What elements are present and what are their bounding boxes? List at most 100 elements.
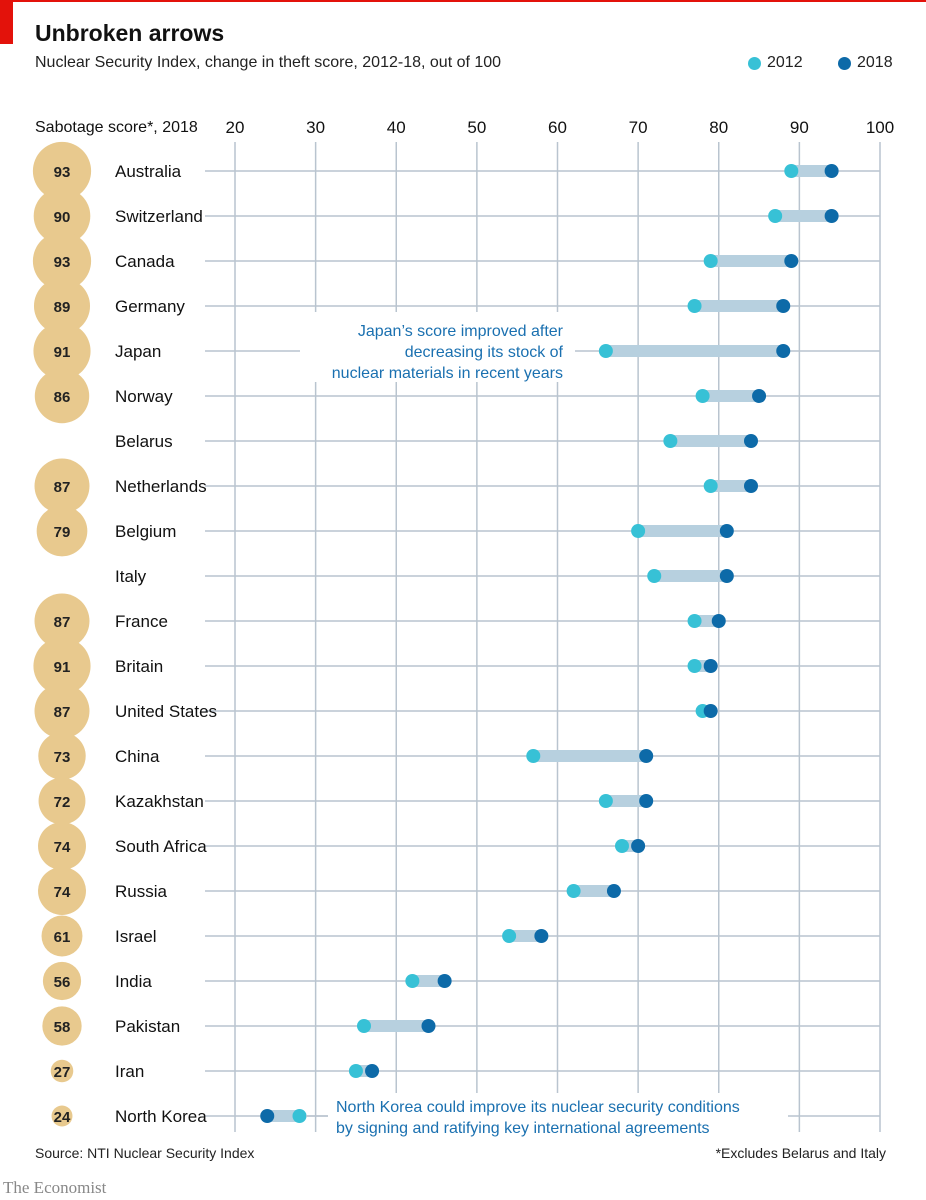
point-2012: [687, 614, 702, 628]
point-2012: [598, 344, 613, 358]
country-label: Iran: [115, 1062, 144, 1081]
sabotage-bubble: [34, 368, 90, 424]
point-2012: [663, 434, 678, 448]
source-note: Source: NTI Nuclear Security Index: [35, 1145, 255, 1161]
country-label: South Africa: [115, 837, 207, 856]
sabotage-value: 91: [54, 659, 71, 676]
point-2018: [744, 479, 758, 493]
point-2012: [357, 1019, 371, 1033]
sabotage-bubble: [33, 277, 91, 335]
point-2018: [260, 1109, 275, 1123]
point-2012: [687, 299, 702, 313]
country-label: Britain: [115, 657, 163, 676]
sabotage-value: 93: [54, 254, 71, 271]
annotation-north-korea-line: North Korea could improve its nuclear se…: [336, 1099, 740, 1116]
sabotage-bubble: [51, 1105, 73, 1127]
point-2018: [824, 209, 839, 223]
legend-2012-label: 2012: [767, 54, 803, 71]
sabotage-bubble: [41, 915, 83, 957]
country-label: Belarus: [115, 432, 173, 451]
chart-title: Unbroken arrows: [35, 20, 225, 46]
point-2018: [744, 434, 758, 448]
x-tick-label: 80: [709, 118, 728, 137]
sabotage-value: 74: [54, 884, 71, 901]
sabotage-value: 73: [54, 749, 71, 766]
point-2012: [768, 209, 783, 223]
sabotage-bubble: [33, 637, 91, 695]
point-2018: [752, 389, 767, 403]
point-2012: [526, 749, 541, 763]
sabotage-bubble: [50, 1059, 74, 1083]
sabotage-value: 79: [54, 524, 71, 541]
country-label: Canada: [115, 252, 175, 271]
point-2012: [631, 524, 646, 538]
country-label: France: [115, 612, 168, 631]
point-2018: [639, 749, 654, 763]
sabotage-value: 72: [54, 794, 71, 811]
point-2012: [647, 569, 662, 583]
point-2012: [566, 884, 581, 898]
country-label: Russia: [115, 882, 168, 901]
sabotage-value: 56: [54, 974, 71, 991]
sabotage-bubble: [34, 683, 90, 739]
point-2018: [711, 614, 726, 628]
sabotage-value: 86: [54, 389, 71, 406]
point-2018: [421, 1019, 436, 1033]
country-label: Italy: [115, 567, 147, 586]
point-2018: [534, 929, 549, 943]
top-rule: [0, 0, 926, 2]
point-2018: [365, 1064, 380, 1078]
country-label: North Korea: [115, 1107, 207, 1126]
sabotage-value: 58: [54, 1019, 71, 1036]
sabotage-value: 90: [54, 209, 71, 226]
point-2018: [824, 164, 839, 178]
sabotage-bubble: [38, 822, 86, 870]
x-tick-label: 60: [548, 118, 567, 137]
x-tick-label: 100: [866, 118, 894, 137]
point-2018: [776, 299, 791, 313]
point-2012: [348, 1064, 363, 1078]
point-2018: [784, 254, 799, 268]
point-2012: [687, 659, 702, 673]
sabotage-bubble: [42, 961, 82, 1001]
country-label: Kazakhstan: [115, 792, 204, 811]
country-label: Norway: [115, 387, 173, 406]
sabotage-value: 87: [54, 704, 71, 721]
sabotage-bubble: [36, 505, 88, 557]
country-label: Japan: [115, 342, 161, 361]
x-tick-label: 40: [387, 118, 406, 137]
sabotage-bubble: [34, 458, 90, 514]
sabotage-value: 74: [54, 839, 71, 856]
brand-tag: [0, 0, 13, 44]
x-tick-label: 20: [226, 118, 245, 137]
country-label: China: [115, 747, 160, 766]
x-tick-label: 50: [467, 118, 486, 137]
point-2012: [405, 974, 420, 988]
sabotage-bubble: [38, 777, 86, 825]
point-2018: [719, 569, 734, 583]
country-label: Netherlands: [115, 477, 207, 496]
sabotage-value: 89: [54, 299, 71, 316]
country-label: Australia: [115, 162, 182, 181]
point-2018: [719, 524, 734, 538]
point-2018: [639, 794, 654, 808]
point-2018: [703, 704, 718, 718]
point-2012: [615, 839, 629, 853]
country-label: Germany: [115, 297, 185, 316]
point-2018: [703, 659, 718, 673]
x-tick-label: 90: [790, 118, 809, 137]
sabotage-value: 27: [54, 1064, 71, 1081]
point-2018: [776, 344, 791, 358]
sabotage-value: 61: [54, 929, 71, 946]
sabotage-bubble: [33, 322, 91, 380]
point-2018: [437, 974, 452, 988]
legend-2012-swatch: [748, 56, 761, 70]
country-label: Israel: [115, 927, 157, 946]
country-label: India: [115, 972, 152, 991]
country-label: United States: [115, 702, 217, 721]
point-2018: [606, 884, 621, 898]
point-2012: [703, 254, 718, 268]
annotation-japan-line: Japan’s score improved after: [358, 323, 564, 340]
sabotage-bubble: [42, 1006, 82, 1046]
